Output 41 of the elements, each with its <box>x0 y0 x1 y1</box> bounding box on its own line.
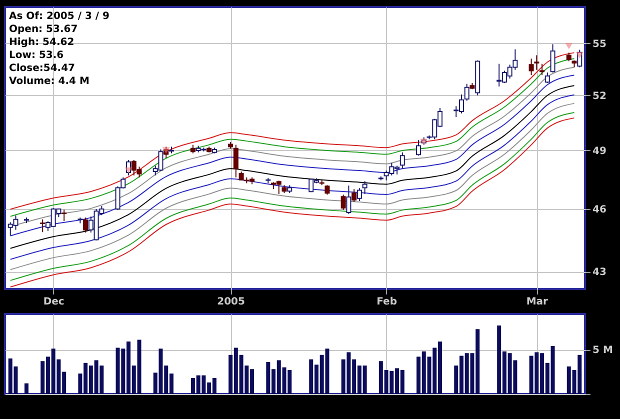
annotation: Low: 53.6 <box>9 50 64 61</box>
candlestick <box>362 180 368 195</box>
candlestick <box>352 188 357 203</box>
candlestick <box>464 83 470 102</box>
candlestick <box>233 144 238 178</box>
candlestick <box>126 159 132 176</box>
bar <box>24 383 28 394</box>
annotation: Close:54.47 <box>9 63 76 74</box>
candlestick <box>324 184 330 196</box>
candlestick <box>534 54 540 70</box>
y-tick-label: 55 <box>592 38 606 50</box>
candlestick <box>164 146 169 159</box>
candlestick <box>346 185 352 214</box>
candlestick <box>340 194 346 210</box>
y-tick-label: 5 M <box>592 345 613 356</box>
y-tick-label: 52 <box>592 90 606 102</box>
x-tick-label: 2005 <box>217 296 246 308</box>
y-tick-label: 46 <box>592 204 606 216</box>
candlestick <box>544 72 550 84</box>
y-tick-label: 49 <box>592 146 606 157</box>
point <box>124 167 132 174</box>
candlestick <box>577 49 582 68</box>
annotation: As Of: 2005 / 3 / 9 <box>9 11 110 22</box>
annotation: Open: 53.67 <box>9 24 78 35</box>
x-tick-label: Dec <box>43 296 64 308</box>
candlestick <box>550 44 556 73</box>
candlestick <box>83 217 88 234</box>
candlestick <box>62 209 67 222</box>
candlestick <box>540 63 545 76</box>
candlestick <box>416 140 422 156</box>
x-tick-label: Feb <box>376 296 397 308</box>
x-tick-label: Mar <box>526 296 548 308</box>
candlestick <box>400 152 405 170</box>
candlestick <box>356 188 362 202</box>
annotation: Volume: 4.4 M <box>9 76 90 87</box>
point <box>576 52 584 58</box>
annotation: High: 54.62 <box>9 37 74 48</box>
candlestick <box>40 218 46 233</box>
candlestick <box>528 58 534 76</box>
point <box>565 42 573 50</box>
y-tick-label: 43 <box>592 267 606 278</box>
